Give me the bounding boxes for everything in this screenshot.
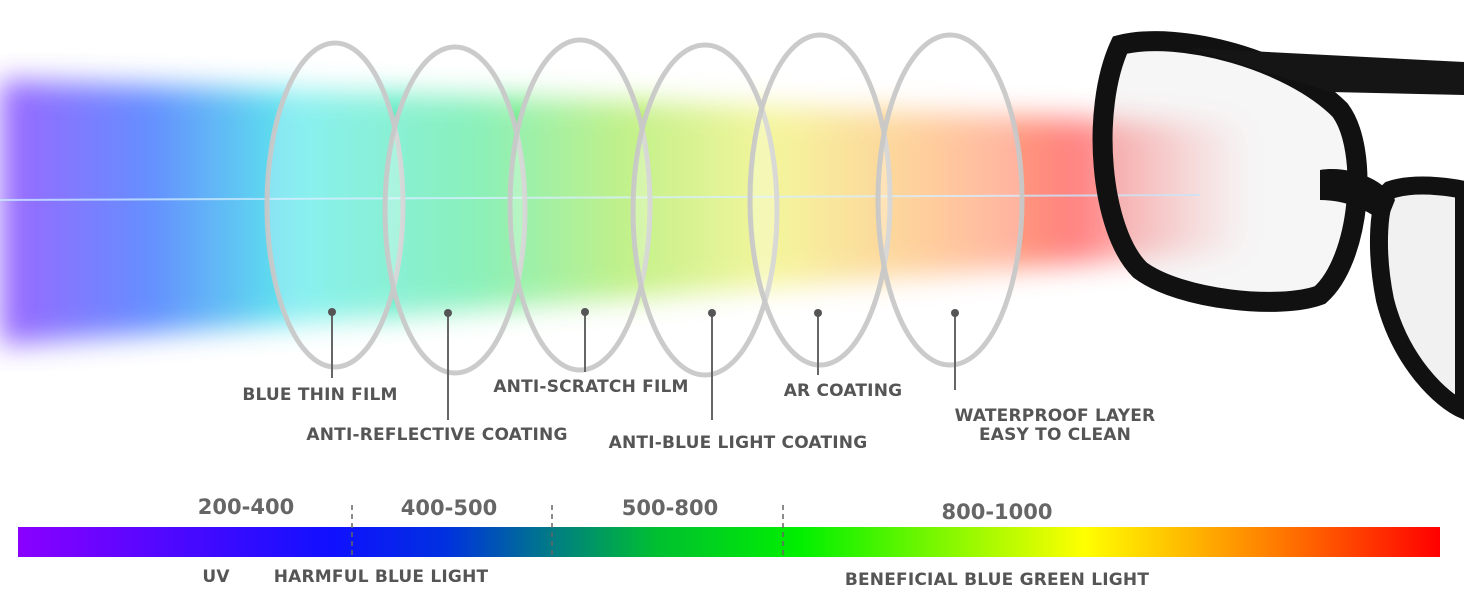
lens (630, 42, 780, 378)
range-label: 800-1000 (942, 500, 1053, 524)
lens (382, 44, 528, 376)
bridge (1320, 169, 1395, 225)
lens (507, 37, 653, 373)
leaders (328, 308, 959, 420)
temple (1190, 48, 1464, 95)
layer-label: ANTI-BLUE LIGHT COATING (609, 433, 868, 453)
layer-labels: BLUE THIN FILM ANTI-REFLECTIVE COATING A… (242, 377, 1155, 453)
spectrum: 200-400 400-500 500-800 800-1000 UV HARM… (18, 495, 1440, 590)
lens (264, 40, 406, 370)
dot (444, 309, 452, 317)
spectrum-label: HARMFUL BLUE LIGHT (274, 567, 489, 587)
layer-label: AR COATING (784, 381, 903, 401)
beam-axis (0, 194, 1201, 201)
layer-label: EASY TO CLEAN (979, 425, 1131, 445)
glasses (1092, 31, 1464, 420)
dot (814, 309, 822, 317)
dot (328, 308, 336, 316)
light-beam (0, 80, 1250, 345)
layer-label: BLUE THIN FILM (242, 385, 397, 405)
dot (581, 308, 589, 316)
dot (708, 309, 716, 317)
spectrum-bar (18, 527, 1440, 557)
layer-label: ANTI-SCRATCH FILM (493, 377, 688, 397)
layer-label: WATERPROOF LAYER (955, 406, 1156, 426)
lens (875, 32, 1025, 368)
spectrum-label: UV (202, 567, 230, 587)
range-label: 400-500 (401, 496, 497, 520)
dot (951, 309, 959, 317)
lens (747, 32, 893, 368)
layer-label: ANTI-REFLECTIVE COATING (306, 425, 567, 445)
spectrum-label: BENEFICIAL BLUE GREEN LIGHT (845, 570, 1150, 590)
range-label: 500-800 (622, 496, 718, 520)
frame-right (1370, 176, 1464, 420)
lenses (264, 32, 1025, 378)
range-label: 200-400 (198, 495, 294, 519)
